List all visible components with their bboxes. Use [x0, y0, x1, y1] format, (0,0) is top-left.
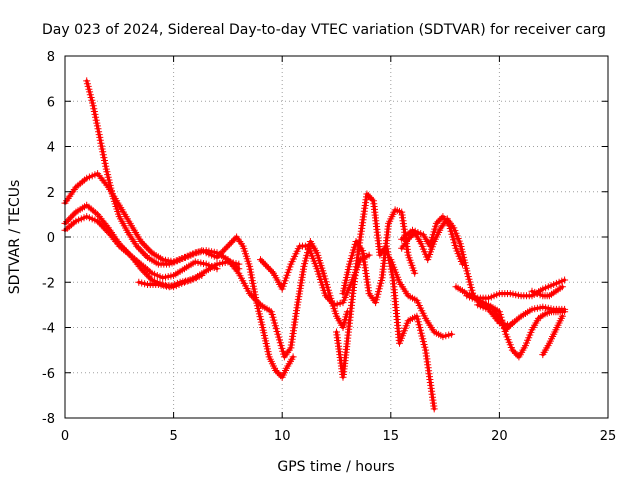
- series-markers: [474, 301, 569, 329]
- y-tick-label: 2: [47, 186, 55, 201]
- series-track-6: [202, 233, 297, 381]
- series-markers: [61, 201, 243, 291]
- x-tick-label: 25: [600, 429, 617, 444]
- series-markers: [387, 256, 456, 341]
- y-tick-label: -6: [42, 367, 55, 382]
- series-markers: [83, 77, 206, 268]
- series-track-17: [528, 283, 566, 300]
- series-layer: [61, 77, 569, 413]
- series-track-18: [539, 312, 566, 359]
- x-tick-label: 0: [61, 429, 69, 444]
- series-markers: [528, 283, 566, 300]
- x-tick-label: 5: [169, 429, 177, 444]
- series-track-14: [452, 276, 569, 302]
- series-track-9: [333, 190, 438, 413]
- y-tick-label: 4: [47, 141, 55, 156]
- x-tick-label: 20: [491, 429, 508, 444]
- series-line: [85, 79, 204, 266]
- y-tick-label: -8: [42, 412, 55, 427]
- series-markers: [135, 272, 206, 291]
- series-track-5: [135, 272, 206, 291]
- x-axis-label: GPS time / hours: [277, 459, 394, 475]
- series-markers: [202, 233, 297, 381]
- y-tick-label: -4: [42, 322, 55, 337]
- chart-title: Day 023 of 2024, Sidereal Day-to-day VTE…: [42, 22, 606, 38]
- y-tick-label: 8: [47, 50, 55, 65]
- series-track-3: [83, 77, 206, 268]
- plot-frame: [64, 55, 609, 419]
- y-axis-label: SDTVAR / TECUs: [7, 180, 23, 295]
- series-track-4: [61, 201, 243, 291]
- ticks: 0 5 10 15 20 25 -8 -6 -4 -2 0 2 4 6 8: [42, 50, 616, 444]
- series-markers: [539, 312, 566, 359]
- y-tick-label: -2: [42, 276, 55, 291]
- series-track-15: [463, 292, 569, 361]
- series-markers: [224, 238, 351, 361]
- series-track-16: [474, 301, 569, 329]
- series-track-13: [398, 213, 466, 268]
- x-tick-label: 10: [274, 429, 291, 444]
- y-tick-label: 0: [47, 231, 55, 246]
- series-track-12: [387, 256, 456, 341]
- grid: [65, 56, 608, 418]
- series-markers: [398, 213, 466, 268]
- y-tick-label: 6: [47, 95, 55, 110]
- x-tick-label: 15: [383, 429, 400, 444]
